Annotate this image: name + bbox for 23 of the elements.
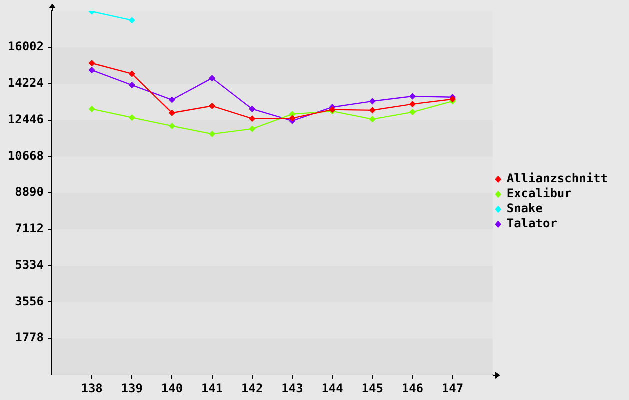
x-tick-label: 144	[322, 381, 344, 396]
y-tick-label: 5334	[15, 258, 44, 272]
x-tick-label: 140	[161, 381, 184, 396]
y-tick-label: 8890	[15, 185, 44, 200]
x-tick-label: 146	[402, 381, 424, 396]
y-tick-label: 7112	[15, 222, 44, 236]
legend-label: Talator	[506, 216, 558, 231]
legend-label: Excalibur	[506, 186, 572, 201]
x-tick-label: 139	[121, 381, 143, 396]
legend-label: Snake	[506, 202, 543, 216]
y-tick-label: 12446	[8, 112, 44, 126]
y-tick-label: 3556	[15, 294, 44, 308]
x-tick-label: 138	[81, 381, 103, 396]
legend-label: Allianzschnitt	[506, 172, 608, 186]
x-tick-label: 147	[442, 381, 464, 396]
y-tick-label: 16002	[8, 40, 44, 54]
x-tick-label: 141	[201, 381, 224, 396]
x-tick-label: 143	[282, 381, 304, 396]
y-tick-label: 1778	[15, 330, 44, 345]
x-tick-label: 145	[362, 381, 384, 396]
x-tick-label: 142	[242, 381, 264, 396]
y-tick-label: 14224	[8, 76, 44, 90]
y-tick-label: 10668	[8, 148, 44, 163]
